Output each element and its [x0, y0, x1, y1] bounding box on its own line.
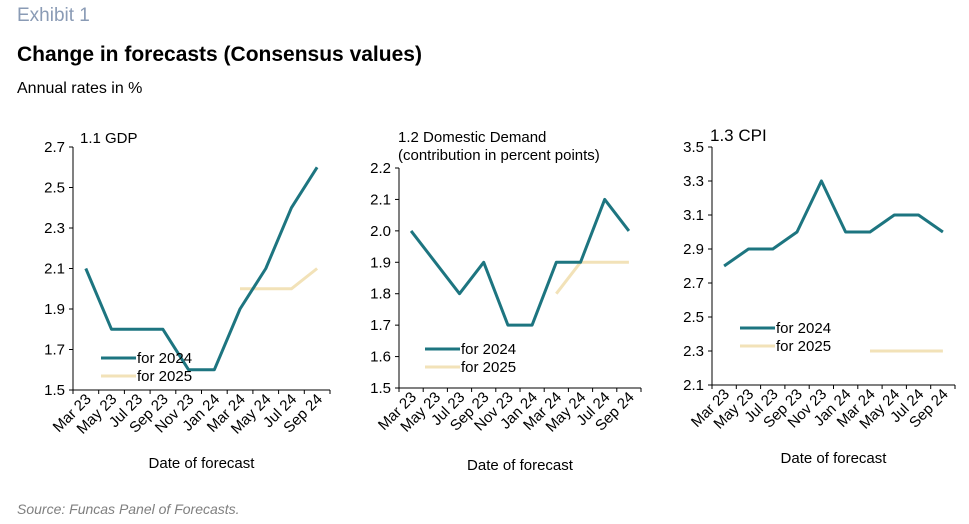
page-title: Change in forecasts (Consensus values) — [17, 43, 422, 66]
page-subtitle: Annual rates in % — [17, 80, 143, 97]
y-tick-label: 1.9 — [370, 254, 391, 271]
series-line-2024 — [723, 179, 944, 268]
legend-label: for 2025 — [137, 368, 192, 385]
y-tick-label: 2.1 — [683, 377, 704, 394]
y-tick-label: 1.6 — [370, 349, 391, 366]
y-tick-label: 2.0 — [370, 223, 391, 240]
y-tick-label: 1.8 — [370, 286, 391, 303]
y-tick-label: 3.3 — [683, 173, 704, 190]
series-line-2025 — [240, 267, 319, 291]
x-axis-title: Date of forecast — [467, 457, 574, 474]
y-tick-label: 2.5 — [683, 309, 704, 326]
y-tick-label: 2.1 — [370, 191, 391, 208]
series-line-2024 — [409, 197, 631, 327]
y-tick-label: 2.1 — [44, 261, 65, 278]
y-tick-label: 3.5 — [683, 139, 704, 156]
series-line-2024 — [84, 166, 319, 372]
x-axis-title: Date of forecast — [149, 455, 256, 472]
legend-label: for 2024 — [776, 320, 831, 337]
chart-title: 1.1 GDP — [80, 130, 138, 147]
y-tick-label: 1.5 — [370, 380, 391, 397]
exhibit-label: Exhibit 1 — [17, 5, 90, 26]
legend-label: for 2024 — [137, 350, 192, 367]
y-tick-label: 2.5 — [44, 180, 65, 197]
x-axis-title: Date of forecast — [781, 450, 888, 467]
chart-title: 1.3 CPI — [710, 126, 767, 145]
y-tick-label: 3.1 — [683, 207, 704, 224]
y-tick-label: 1.7 — [44, 342, 65, 359]
y-tick-label: 1.5 — [44, 382, 65, 399]
series-line-2025 — [555, 260, 629, 295]
y-tick-label: 1.9 — [44, 301, 65, 318]
y-tick-label: 2.9 — [683, 241, 704, 258]
y-tick-label: 2.2 — [370, 160, 391, 177]
source-note: Source: Funcas Panel of Forecasts. — [17, 501, 240, 517]
y-tick-label: 1.7 — [370, 317, 391, 334]
y-tick-label: 2.3 — [683, 343, 704, 360]
chart-subtitle: (contribution in percent points) — [398, 147, 600, 164]
y-tick-label: 2.7 — [44, 139, 65, 156]
chart-title: 1.2 Domestic Demand — [398, 129, 546, 146]
legend-label: for 2025 — [461, 359, 516, 376]
y-tick-label: 2.3 — [44, 220, 65, 237]
legend-label: for 2025 — [776, 338, 831, 355]
y-tick-label: 2.7 — [683, 275, 704, 292]
legend-label: for 2024 — [461, 341, 516, 358]
